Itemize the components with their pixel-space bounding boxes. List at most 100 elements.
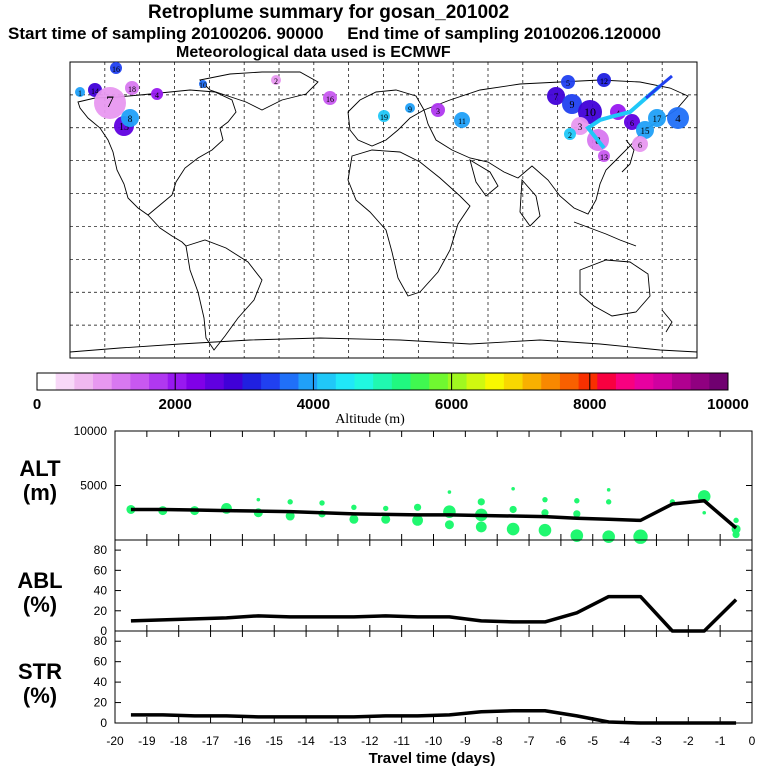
plume-cluster [561, 75, 575, 89]
plume-cluster [648, 109, 666, 127]
altitude-scatter-point [477, 498, 485, 506]
altitude-scatter-point [383, 505, 389, 512]
colorbar-swatch [373, 373, 393, 390]
colorbar-swatch [279, 373, 299, 390]
plume-cluster-label: 12 [600, 77, 608, 86]
y-tick-label: 0 [100, 716, 107, 730]
arabia [469, 159, 499, 197]
plume-cluster [624, 114, 640, 130]
new-zealand [661, 309, 673, 333]
plume-cluster-label: 9 [408, 105, 412, 114]
colorbar-swatch [410, 373, 430, 390]
x-tick-label: -15 [266, 734, 284, 748]
colorbar-swatch [485, 373, 505, 390]
altitude-scatter-point [413, 503, 422, 511]
altitude-colorbar: 0 2000 4000 6000 8000 10000 Altitude (m) [33, 372, 749, 427]
time-series-panels: 500010000ALT(m)020406080ABL(%)020406080S… [17, 424, 755, 767]
x-tick-label: -3 [651, 734, 662, 748]
colorbar-swatch [242, 373, 262, 390]
altitude-scatter-point [381, 514, 391, 524]
altitude-scatter-point [509, 505, 517, 514]
central-america [147, 214, 187, 247]
panel-ylabel: (%) [23, 683, 57, 708]
altitude-scatter-point [541, 509, 549, 517]
altitude-scatter-point [351, 504, 357, 510]
plume-cluster-label: 11 [458, 117, 466, 126]
x-tick-label: -17 [202, 734, 220, 748]
japan [621, 139, 635, 173]
x-axis-title: Travel time (days) [369, 750, 496, 767]
plume-cluster-label: 8 [128, 114, 133, 124]
altitude-scatter-point [256, 497, 261, 502]
x-tick-label: -7 [524, 734, 535, 748]
y-tick-label: 80 [94, 543, 108, 557]
plume-cluster [110, 62, 122, 74]
plume-cluster-label: 5 [566, 79, 570, 88]
altitude-scatter-point [447, 490, 452, 494]
plume-cluster-label: 6 [638, 141, 642, 150]
colorbar-swatch [690, 373, 710, 390]
altitude-scatter-point [412, 514, 423, 526]
colorbar-swatch [205, 373, 225, 390]
africa [347, 149, 471, 297]
colorbar-swatch [74, 373, 94, 390]
plume-cluster-label: 3 [578, 122, 583, 132]
plume-cluster [598, 150, 610, 162]
altitude-scatter-point [538, 523, 552, 537]
colorbar-swatch [223, 373, 243, 390]
colorbar-swatch [111, 373, 131, 390]
plume-cluster-label: 9 [570, 100, 575, 111]
colorbar-swatch [503, 373, 524, 390]
coastlines [69, 71, 698, 353]
plume-cluster [323, 91, 337, 105]
x-tick-label: -12 [361, 734, 379, 748]
x-tick-label: -5 [587, 734, 598, 748]
plume-cluster-label: 2 [274, 77, 278, 86]
plume-cluster-label: 10 [199, 81, 207, 90]
x-tick-label: -19 [138, 734, 156, 748]
x-tick-label: -16 [234, 734, 252, 748]
x-tick-label: -13 [329, 734, 347, 748]
plume-cluster [431, 103, 445, 117]
colorbar-swatch [653, 373, 673, 390]
y-tick-label: 0 [100, 624, 107, 638]
panel-ylabel: STR [18, 659, 62, 684]
plume-cluster-label: 15 [641, 126, 651, 136]
altitude-scatter-point [733, 517, 739, 524]
altitude-scatter-point [633, 529, 648, 544]
colorbar-swatch [149, 373, 169, 390]
plume-cluster [94, 87, 126, 119]
eurasia [423, 79, 689, 215]
sampling-time-line: Start time of sampling 20100206. 90000 E… [8, 24, 661, 43]
series-line [130, 708, 737, 725]
plume-cluster [75, 87, 85, 97]
colorbar-swatch [559, 373, 580, 390]
altitude-scatter-point [511, 486, 515, 491]
colorbar-swatch [186, 373, 206, 390]
plume-cluster-label: 1 [78, 89, 82, 98]
plume-cluster [125, 81, 139, 95]
plume-cluster [121, 109, 139, 127]
plume-cluster-label: 2 [568, 131, 572, 140]
plume-cluster [632, 136, 648, 152]
indonesia [573, 221, 637, 247]
plume-cluster-label: 13 [119, 122, 129, 133]
colorbar-swatch [466, 373, 486, 390]
colorbar-swatch [447, 373, 468, 390]
north-america [77, 89, 237, 216]
altitude-scatter-point [602, 530, 615, 544]
altitude-scatter-point [574, 498, 580, 504]
plume-cluster-label: 19 [380, 113, 388, 122]
altitude-scatter-point [702, 510, 707, 515]
colorbar-tick-label: 2000 [159, 396, 192, 413]
plume-trajectory [585, 84, 662, 150]
plume-cluster [636, 121, 654, 139]
altitude-scatter-point [349, 514, 359, 524]
y-tick-label: 80 [94, 634, 108, 648]
chart-title: Retroplume summary for gosan_201002 [148, 2, 510, 23]
y-tick-label: 60 [94, 655, 108, 669]
altitude-scatter-point [444, 520, 454, 530]
